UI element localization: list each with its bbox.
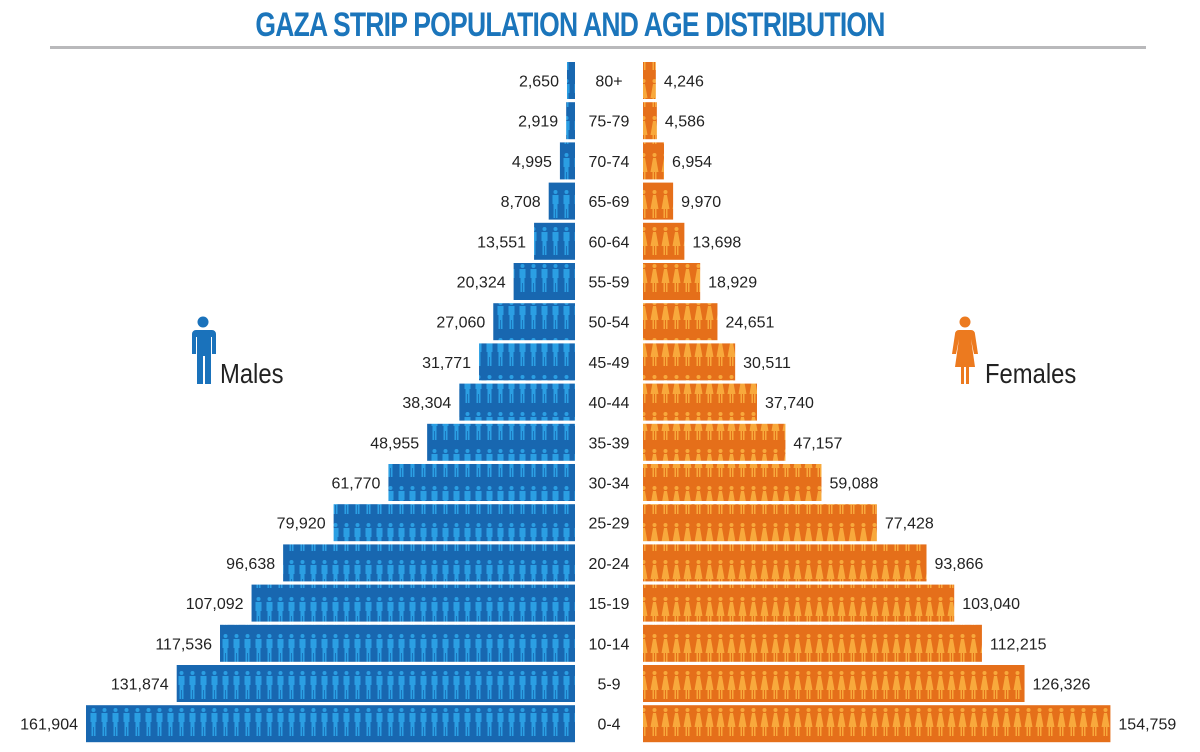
male-value-label: 61,770 — [331, 476, 380, 493]
age-group-label: 20-24 — [589, 556, 630, 573]
male-bar — [566, 62, 575, 99]
male-figure-icon — [192, 316, 216, 384]
female-value-label: 37,740 — [765, 395, 814, 412]
male-bar — [333, 504, 575, 542]
age-group-label: 65-69 — [589, 194, 630, 211]
female-bar — [643, 665, 1025, 702]
female-value-label: 13,698 — [692, 234, 741, 251]
female-value-label: 24,651 — [725, 315, 774, 332]
male-bar — [459, 383, 575, 421]
female-value-label: 4,586 — [665, 114, 705, 131]
male-bar — [493, 303, 575, 341]
male-bar — [251, 584, 575, 622]
age-group-label: 40-44 — [589, 395, 630, 412]
age-group-label: 35-39 — [589, 435, 630, 452]
age-group-label: 10-14 — [589, 636, 630, 653]
male-bar — [559, 142, 575, 180]
female-value-label: 154,759 — [1118, 717, 1176, 734]
female-value-label: 47,157 — [793, 435, 842, 452]
female-bar — [643, 182, 674, 220]
male-bar — [86, 705, 575, 743]
female-value-label: 9,970 — [681, 194, 721, 211]
male-value-label: 117,536 — [155, 636, 212, 653]
male-bar — [548, 182, 575, 220]
female-bar — [643, 263, 701, 300]
female-bar — [643, 383, 757, 421]
male-value-label: 107,092 — [186, 596, 244, 613]
female-bar — [643, 584, 955, 622]
age-group-label: 5-9 — [597, 677, 620, 694]
female-value-label: 103,040 — [962, 596, 1020, 613]
age-group-label: 75-79 — [589, 114, 630, 131]
age-group-label: 15-19 — [589, 596, 630, 613]
male-value-label: 38,304 — [402, 395, 451, 412]
age-group-label: 80+ — [595, 74, 622, 91]
age-group-label: 0-4 — [597, 717, 620, 734]
female-value-label: 126,326 — [1033, 677, 1091, 694]
female-bar — [643, 62, 656, 99]
female-bar — [643, 544, 927, 582]
female-bar — [643, 222, 685, 260]
male-bar — [176, 665, 575, 702]
age-group-label: 70-74 — [589, 154, 630, 171]
male-value-label: 131,874 — [111, 677, 169, 694]
male-value-label: 2,650 — [519, 74, 559, 91]
male-value-label: 48,955 — [370, 435, 419, 452]
female-bar — [643, 423, 786, 461]
female-value-label: 93,866 — [935, 556, 984, 573]
female-bar — [643, 504, 877, 542]
female-bar — [643, 303, 718, 341]
female-value-label: 112,215 — [990, 636, 1047, 653]
female-value-label: 59,088 — [829, 476, 878, 493]
female-bar — [643, 464, 822, 501]
female-figure-icon — [952, 316, 978, 384]
female-value-label: 6,954 — [672, 154, 712, 171]
male-value-label: 27,060 — [436, 315, 485, 332]
male-value-label: 20,324 — [457, 275, 506, 292]
chart-title: GAZA STRIP POPULATION AND AGE DISTRIBUTI… — [255, 6, 885, 44]
male-bar — [427, 423, 575, 461]
age-group-label: 60-64 — [589, 234, 630, 251]
male-value-label: 13,551 — [477, 234, 526, 251]
age-group-label: 45-49 — [589, 355, 630, 372]
male-bar — [283, 544, 575, 582]
female-bar — [643, 343, 736, 381]
male-bar — [534, 222, 575, 260]
male-value-label: 96,638 — [226, 556, 275, 573]
female-bar — [643, 102, 657, 140]
male-value-label: 8,708 — [501, 194, 541, 211]
age-group-label: 25-29 — [589, 516, 630, 533]
female-value-label: 4,246 — [664, 74, 704, 91]
legend-females: Females — [985, 358, 1077, 389]
male-bar — [566, 102, 575, 140]
male-bar — [388, 464, 575, 501]
male-bar — [513, 263, 575, 300]
male-value-label: 4,995 — [512, 154, 552, 171]
male-value-label: 31,771 — [422, 355, 471, 372]
male-value-label: 2,919 — [518, 114, 558, 131]
legend-males: Males — [220, 358, 284, 389]
male-value-label: 79,920 — [277, 516, 326, 533]
female-bar — [643, 142, 665, 180]
female-bar — [643, 705, 1111, 743]
male-value-label: 161,904 — [20, 717, 78, 734]
age-group-label: 55-59 — [589, 275, 630, 292]
title-divider — [50, 46, 1146, 49]
female-bar — [643, 624, 982, 662]
age-group-label: 50-54 — [589, 315, 630, 332]
male-bar — [220, 624, 575, 662]
female-value-label: 18,929 — [708, 275, 757, 292]
female-value-label: 77,428 — [885, 516, 934, 533]
male-bar — [479, 343, 575, 381]
age-group-label: 30-34 — [589, 476, 630, 493]
female-value-label: 30,511 — [743, 355, 791, 372]
